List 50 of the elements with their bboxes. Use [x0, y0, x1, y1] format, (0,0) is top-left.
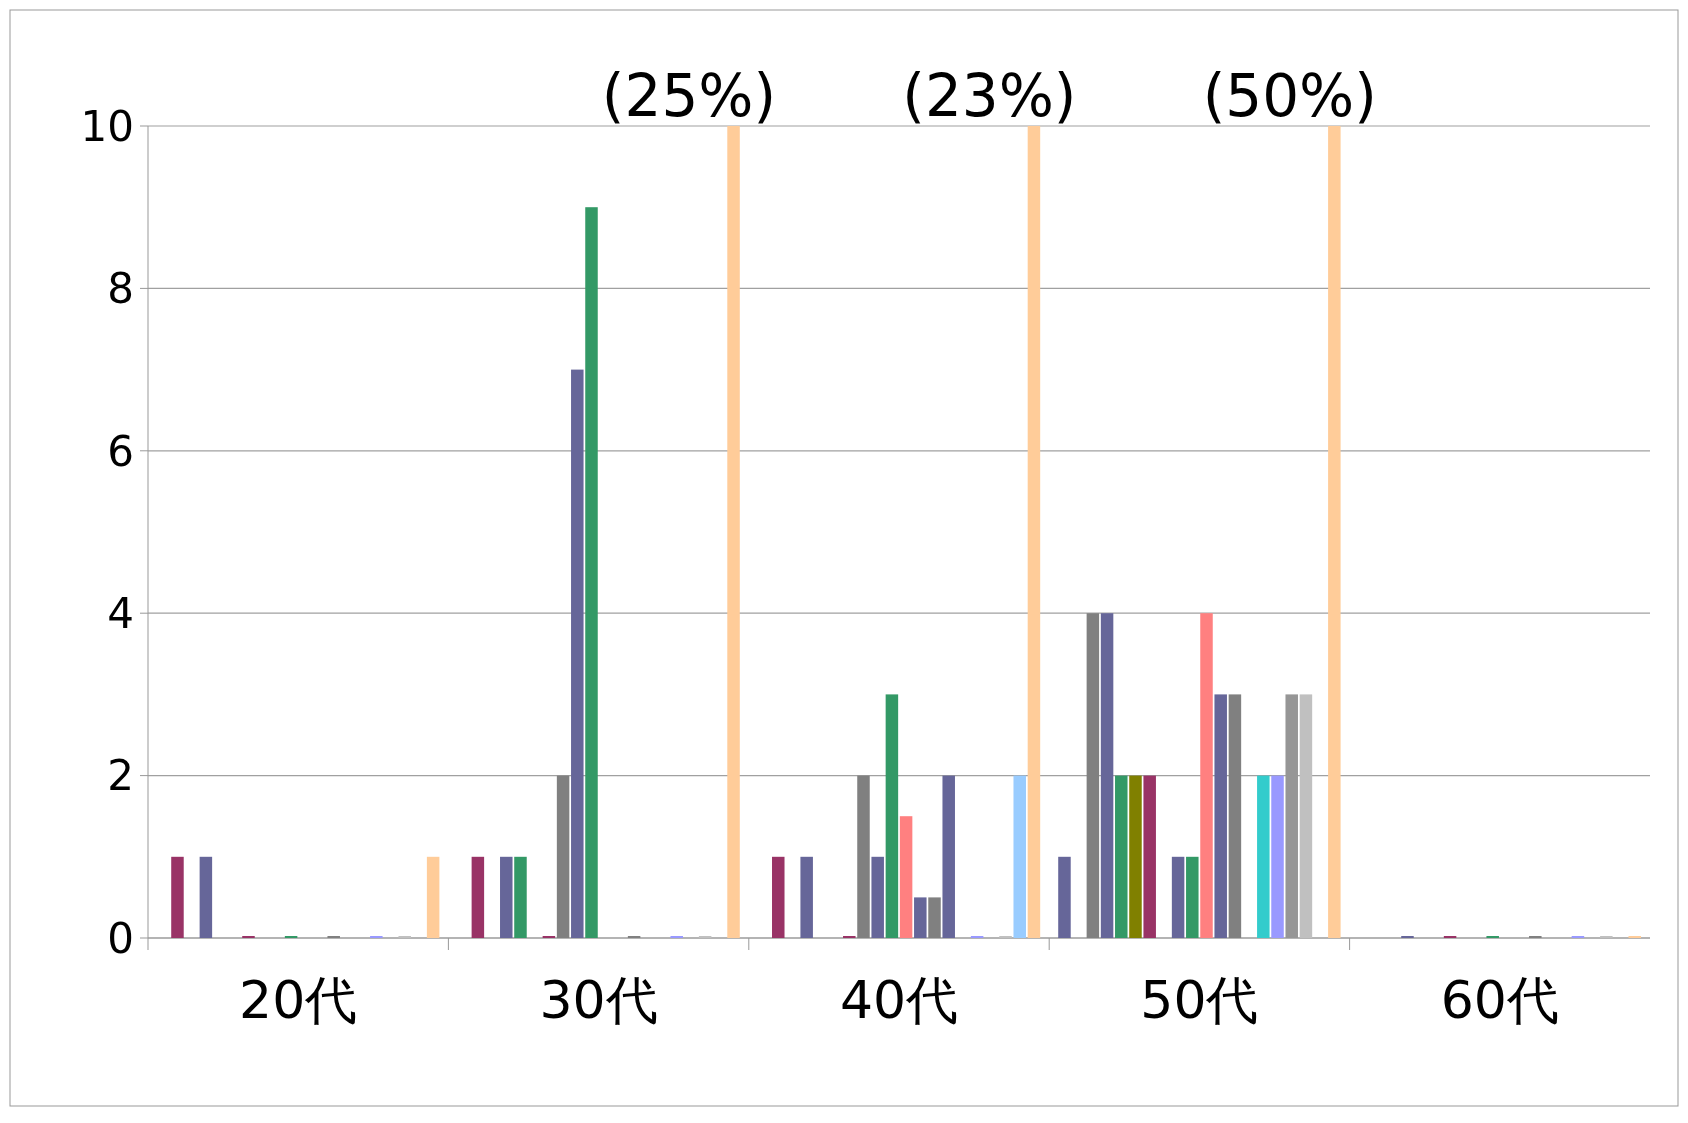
- bar: [1143, 775, 1156, 938]
- y-tick-label: 10: [80, 101, 134, 151]
- bar: [914, 897, 927, 938]
- annotation: (23%): [902, 62, 1077, 130]
- bar: [928, 897, 941, 938]
- bar: [1027, 126, 1041, 938]
- bar: [585, 207, 598, 938]
- bar: [1186, 856, 1199, 938]
- bar: [1086, 613, 1100, 938]
- y-tick-label: 6: [107, 426, 134, 476]
- bar: [1257, 775, 1270, 938]
- bar: [885, 694, 899, 938]
- bar: [1228, 694, 1242, 938]
- bar: [171, 856, 184, 938]
- bar: [1214, 694, 1227, 938]
- x-tick-label: 50代: [1140, 970, 1259, 1030]
- annotation: (50%): [1202, 62, 1377, 130]
- y-tick-label: 8: [107, 264, 134, 314]
- bar: [1129, 775, 1142, 938]
- bar: [556, 775, 570, 938]
- y-tick-label: 2: [107, 751, 134, 801]
- bar: [899, 816, 913, 938]
- bar: [871, 856, 884, 938]
- bar: [1171, 856, 1185, 938]
- x-tick-label: 60代: [1440, 970, 1559, 1030]
- x-tick-label: 20代: [239, 970, 358, 1030]
- bar: [1200, 613, 1213, 938]
- y-tick-label: 4: [107, 588, 134, 638]
- bar: [942, 775, 955, 938]
- bar: [471, 856, 485, 938]
- y-tick-label: 0: [107, 913, 134, 963]
- x-tick-label: 30代: [539, 970, 658, 1030]
- bar: [1299, 694, 1313, 938]
- bar: [571, 369, 584, 938]
- bar: [426, 856, 440, 938]
- bar: [1115, 775, 1128, 938]
- bar: [772, 856, 785, 938]
- bar: [1013, 775, 1026, 938]
- bar: [1058, 856, 1071, 938]
- annotation: (25%): [601, 62, 777, 130]
- bar: [1328, 126, 1341, 938]
- bar: [199, 856, 213, 938]
- bar: [727, 126, 740, 938]
- bar: [514, 856, 527, 938]
- bar: [857, 775, 870, 938]
- bar: [1100, 613, 1114, 938]
- bar: [800, 856, 813, 938]
- bar: [500, 856, 513, 938]
- bar: [1271, 775, 1284, 938]
- x-tick-label: 40代: [839, 970, 959, 1030]
